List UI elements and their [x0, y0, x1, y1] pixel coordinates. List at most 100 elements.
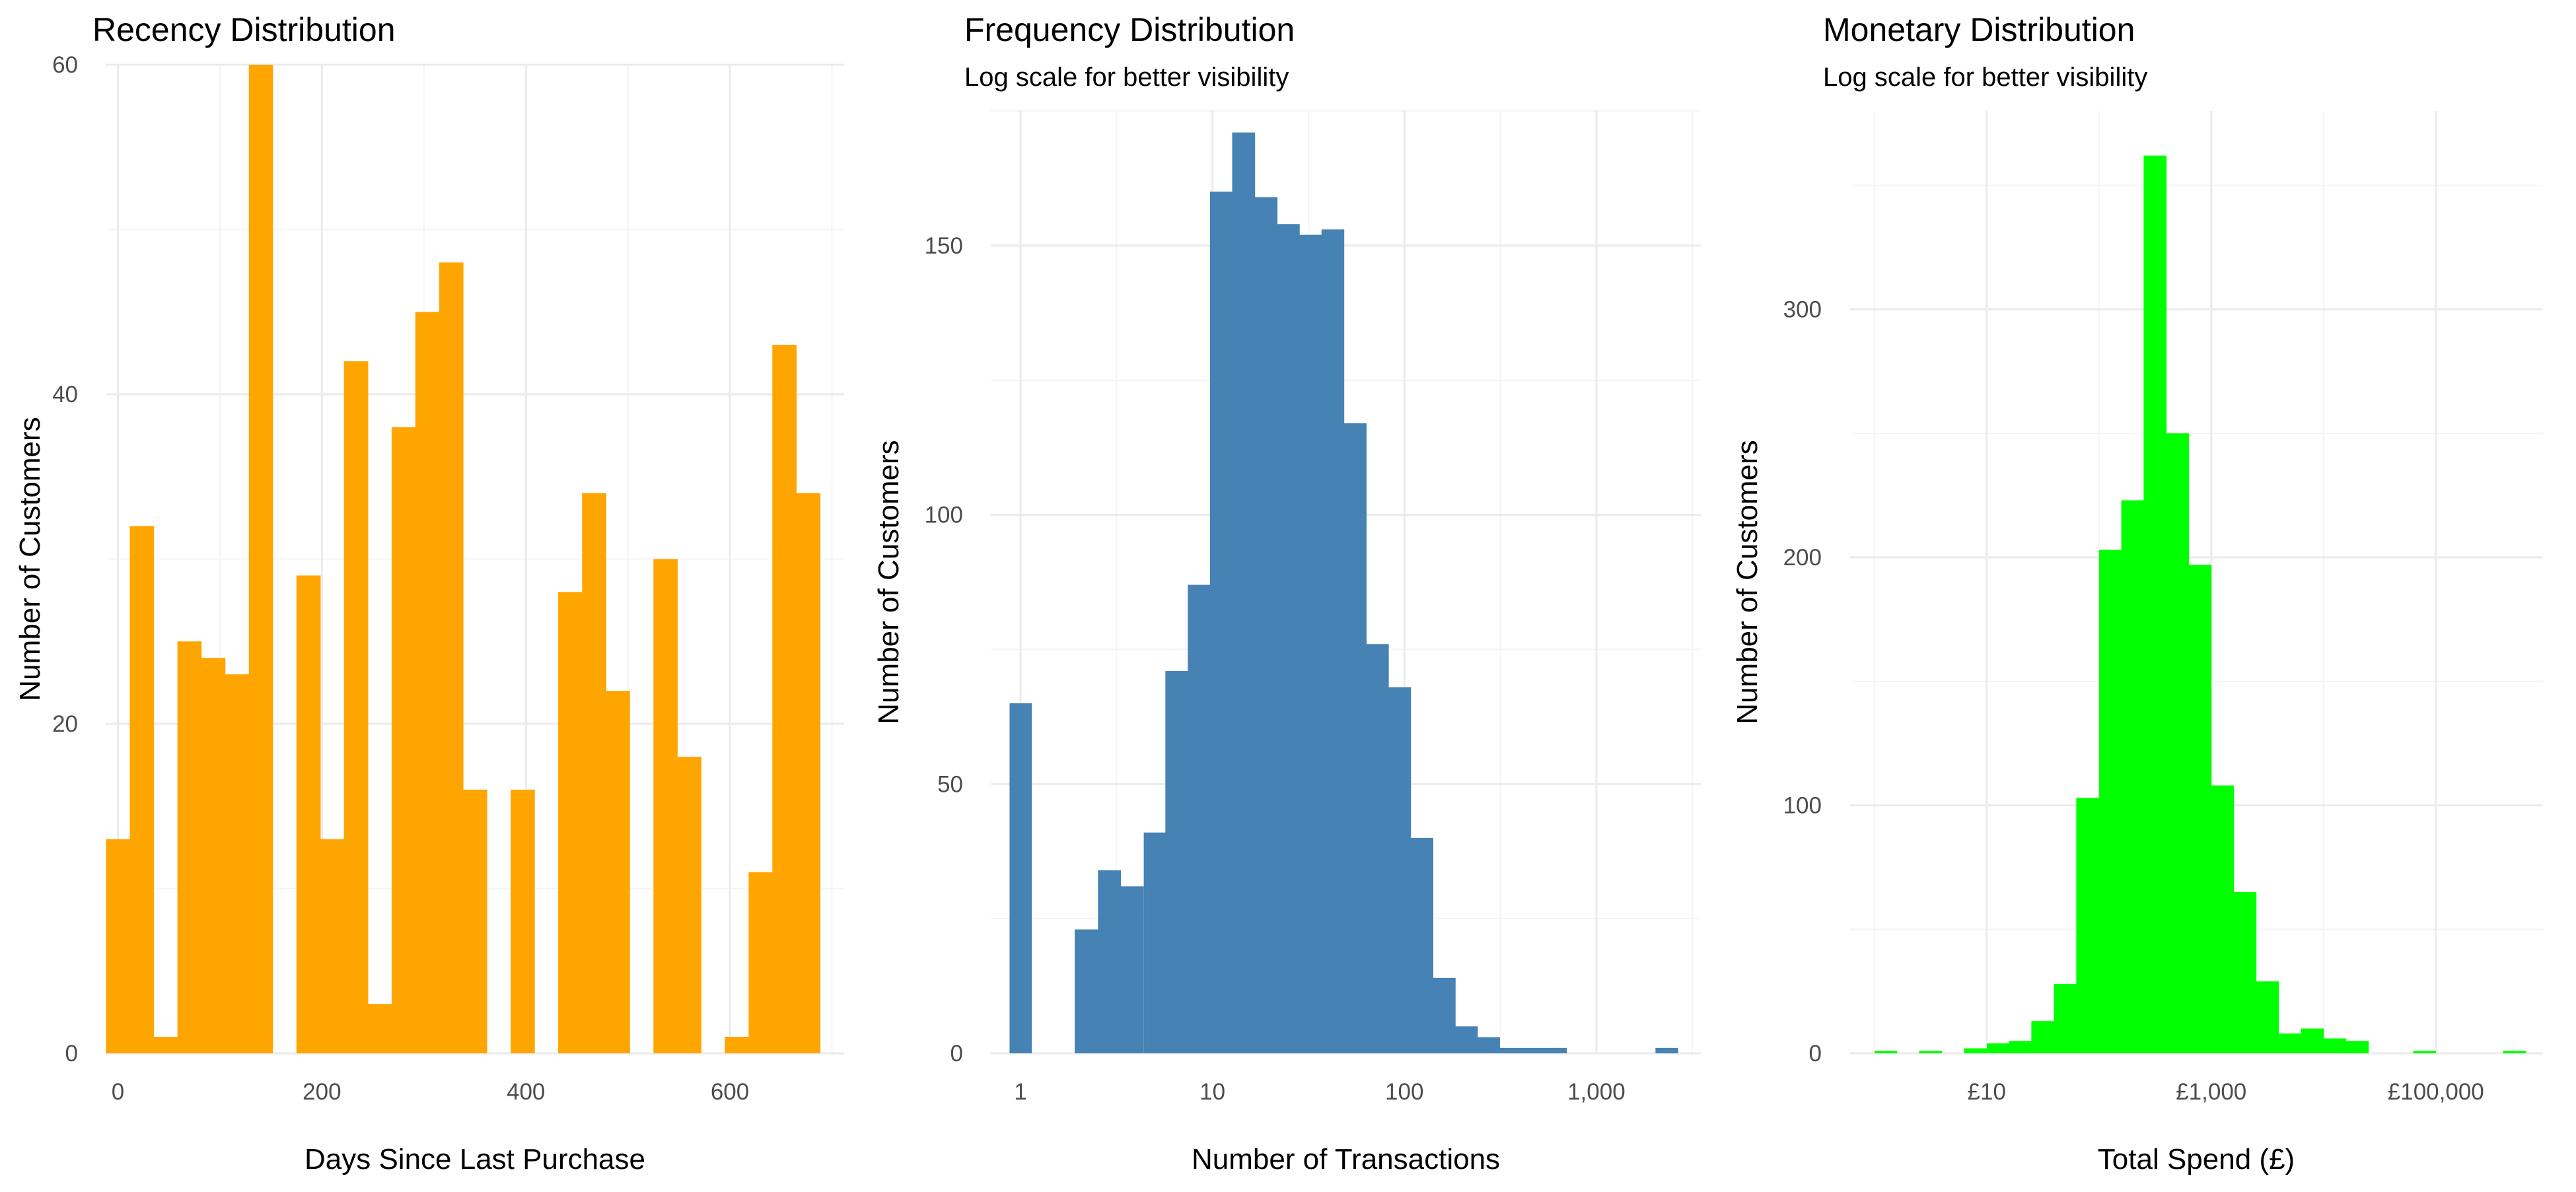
histogram-bar	[2278, 1033, 2302, 1053]
histogram-bar	[1075, 929, 1098, 1053]
histogram-bar	[2166, 433, 2190, 1053]
histogram-bar	[1499, 1047, 1522, 1053]
histogram-bar	[1919, 1051, 1943, 1053]
histogram-bar	[1477, 1037, 1500, 1053]
y-axis-title: Number of Customers	[873, 440, 905, 724]
histogram-bar	[1455, 1026, 1478, 1053]
histogram-bar	[296, 575, 321, 1053]
histogram-bar	[1277, 224, 1300, 1053]
chart-subtitle: Log scale for better visibility	[1823, 63, 2147, 92]
histogram-bar	[558, 592, 583, 1053]
histogram-bar	[2143, 155, 2167, 1054]
x-axis-title: Number of Transactions	[1192, 1143, 1500, 1175]
histogram-bar	[1544, 1047, 1567, 1053]
y-tick-label: 0	[950, 1041, 963, 1067]
y-tick-label: 0	[65, 1041, 78, 1067]
histogram-bar	[1254, 197, 1278, 1054]
histogram-bar	[1299, 234, 1322, 1053]
histogram-bar	[2503, 1051, 2526, 1053]
y-axis-title: Number of Customers	[14, 417, 46, 701]
chart-title: Monetary Distribution	[1823, 11, 2135, 48]
histogram-bar	[177, 641, 202, 1053]
chart-title: Frequency Distribution	[964, 11, 1295, 48]
y-tick-label: 100	[1783, 792, 1822, 818]
histogram-bar	[1366, 644, 1389, 1053]
y-tick-label: 100	[925, 503, 963, 528]
y-tick-label: 50	[937, 771, 963, 797]
histogram-bar	[1343, 423, 1367, 1053]
histogram-bar	[2188, 565, 2212, 1053]
x-tick-label: 600	[711, 1079, 749, 1105]
histogram-bar	[1120, 886, 1144, 1053]
histogram-bar	[2098, 549, 2122, 1053]
histogram-bar	[1433, 977, 1456, 1053]
histogram-bar	[1209, 192, 1233, 1053]
histogram-bar	[725, 1037, 749, 1053]
histogram-bar	[677, 756, 701, 1053]
histogram-bar	[2076, 798, 2100, 1053]
y-tick-label: 0	[1809, 1041, 1822, 1067]
x-tick-label: 100	[1385, 1079, 1423, 1105]
histogram-bar	[248, 65, 273, 1053]
histogram-bar	[1388, 687, 1412, 1053]
histogram-bar	[343, 361, 369, 1053]
x-tick-label: 1,000	[1567, 1079, 1626, 1105]
histogram-bar	[106, 839, 131, 1053]
histogram-bar	[511, 789, 535, 1053]
x-axis-title: Days Since Last Purchase	[304, 1143, 645, 1175]
histogram-bar	[1655, 1047, 1678, 1053]
histogram-bar	[1165, 671, 1188, 1053]
y-tick-label: 300	[1783, 297, 1822, 322]
y-tick-label: 40	[52, 382, 78, 407]
x-axis-title: Total Spend (£)	[2098, 1143, 2295, 1175]
histogram-bar	[2256, 981, 2279, 1053]
histogram-bar	[1874, 1051, 1898, 1053]
x-tick-label: £1,000	[2176, 1079, 2246, 1105]
y-axis-title: Number of Customers	[1731, 440, 1764, 724]
histogram-bar	[2301, 1028, 2324, 1053]
histogram-bar	[439, 262, 464, 1053]
x-tick-label: 10	[1199, 1079, 1225, 1105]
y-tick-label: 20	[52, 711, 78, 737]
histogram-bar	[2121, 500, 2145, 1053]
histogram-bar	[2413, 1051, 2437, 1053]
x-tick-label: 1	[1014, 1079, 1026, 1105]
histogram-bar	[320, 839, 345, 1053]
x-tick-label: £100,000	[2388, 1079, 2484, 1105]
x-tick-label: 400	[507, 1079, 545, 1105]
histogram-bar	[367, 1004, 392, 1053]
y-tick-label: 150	[925, 233, 963, 259]
panel-3: 0 100 200 300 £10 £1,000 £100,000 Monetary Dist…	[1731, 11, 2543, 1175]
histogram-bar	[1188, 584, 1211, 1053]
x-tick-label: 0	[112, 1079, 124, 1105]
histogram-bar	[2211, 785, 2235, 1053]
histogram-bar	[463, 789, 487, 1053]
histogram-bar	[1143, 832, 1166, 1053]
histogram-bar	[796, 493, 821, 1053]
histogram-bar	[1964, 1048, 1987, 1053]
panel-2: 0 50 100 150 1 10 100 1,000 Frequency Distributi…	[873, 11, 1701, 1175]
histogram-bar	[1009, 703, 1032, 1053]
histogram-bar	[653, 559, 678, 1053]
histogram-bar	[1522, 1047, 1545, 1053]
histogram-bar	[772, 345, 797, 1053]
chart-title: Recency Distribution	[92, 11, 396, 48]
histogram-bar	[2031, 1021, 2055, 1053]
histogram-bar	[582, 493, 606, 1053]
histogram-bar	[415, 312, 440, 1053]
histogram-bar	[1232, 132, 1256, 1053]
histogram-bar	[2054, 983, 2077, 1053]
histogram-bar	[1986, 1043, 2010, 1053]
histogram-bar	[1410, 837, 1433, 1053]
histogram-bar	[129, 526, 155, 1053]
histogram-bar	[748, 872, 773, 1053]
histogram-bar	[2009, 1041, 2032, 1053]
histogram-bar	[201, 658, 226, 1053]
histogram-bar	[2323, 1038, 2347, 1053]
histogram-bar	[225, 674, 250, 1053]
histogram-bar	[1098, 870, 1122, 1053]
chart-subtitle: Log scale for better visibility	[964, 63, 1289, 92]
